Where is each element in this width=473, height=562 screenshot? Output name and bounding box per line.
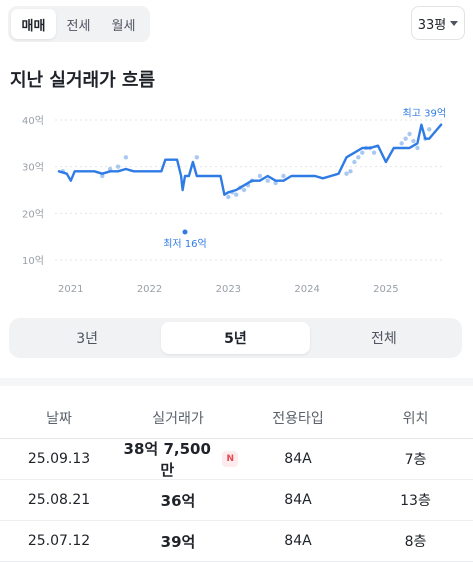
trade-point [241, 187, 247, 193]
tab-jeonse[interactable]: 전세 [66, 18, 91, 34]
row-type: 84A [284, 533, 312, 549]
header-price: 실거래가 [152, 411, 204, 427]
tab-range-3y[interactable]: 3년 [76, 331, 99, 347]
max-annotation: 최고 39억 [403, 108, 447, 120]
row-price-cell: 36억 [118, 490, 238, 511]
row-type: 84A [284, 492, 312, 508]
trade-point [411, 138, 416, 144]
price-trend-svg: 40억 30억 20억 10억 2021 2022 2023 2024 2025 최저 16억 최고… [22, 108, 447, 295]
y-tick-label: 30억 [22, 162, 44, 174]
new-badge: N [222, 451, 238, 467]
trade-point [123, 155, 129, 160]
tab-range-all[interactable]: 전체 [370, 331, 397, 347]
trade-point [265, 178, 270, 183]
top-bar: 매매 전세 월세 33평 [0, 0, 473, 50]
min-point [182, 229, 188, 235]
trade-point [281, 173, 286, 179]
transactions-table: 날짜 실거래가 전용타입 위치 25.09.13 38억 7,500만 N 84… [0, 398, 473, 562]
table-header: 날짜 실거래가 전용타입 위치 [0, 398, 473, 439]
deal-type-tabs: 매매 전세 월세 [8, 6, 150, 42]
x-tick-label: 2024 [294, 284, 319, 295]
header-floor: 위치 [402, 411, 429, 427]
trade-point [399, 141, 404, 146]
price-line [57, 123, 443, 196]
row-date: 25.07.12 [27, 533, 91, 549]
trade-point [352, 159, 357, 165]
row-price: 38억 7,500만 [123, 440, 211, 479]
table-row[interactable]: 25.08.21 36억 84A 13층 [0, 480, 473, 521]
row-price-cell: 39억 [118, 531, 238, 552]
row-floor: 7층 [404, 452, 427, 468]
tab-range-5y[interactable]: 5년 [161, 322, 310, 354]
trade-point [100, 173, 105, 179]
chevron-down-icon [450, 20, 459, 26]
trade-point [234, 192, 239, 197]
row-price-cell: 38억 7,500만 N [118, 438, 238, 480]
size-select[interactable]: 33평 [411, 6, 465, 40]
trade-point [427, 127, 432, 132]
header-type: 전용타입 [272, 411, 324, 427]
tab-sale[interactable]: 매매 [11, 9, 56, 39]
row-floor: 13층 [400, 493, 431, 509]
trade-point [273, 180, 278, 186]
min-annotation: 최저 16억 [163, 238, 207, 250]
range-tabs: 3년 5년 전체 [9, 318, 462, 358]
x-tick-label: 2023 [216, 284, 241, 295]
header-date: 날짜 [46, 411, 72, 427]
row-date: 25.08.21 [27, 492, 91, 508]
table-row[interactable]: 25.09.13 38억 7,500만 N 84A 7층 [0, 439, 473, 480]
trade-point [226, 194, 231, 200]
tab-monthly-rent[interactable]: 월세 [111, 18, 136, 34]
trade-point [257, 173, 263, 179]
row-price: 36억 [160, 491, 196, 510]
y-tick-label: 20억 [22, 208, 44, 220]
trade-point [194, 155, 200, 160]
size-select-value: 33평 [417, 17, 447, 33]
trade-point [360, 150, 365, 155]
section-divider [0, 378, 473, 386]
x-tick-label: 2021 [58, 284, 83, 295]
trade-point [407, 131, 412, 137]
row-floor: 8층 [404, 534, 427, 550]
trade-point [403, 136, 408, 141]
trade-point [344, 171, 349, 176]
table-row[interactable]: 25.07.12 39억 84A 8층 [0, 521, 473, 562]
trade-point [356, 155, 361, 160]
x-tick-label: 2025 [373, 284, 398, 295]
row-price: 39억 [160, 532, 196, 551]
trade-point [348, 169, 353, 174]
price-trend-chart: 40억 30억 20억 10억 2021 2022 2023 2024 2025 최저 16억 최고… [0, 100, 473, 300]
y-tick-label: 10억 [22, 255, 44, 267]
trade-point [415, 145, 420, 151]
trade-point [115, 164, 121, 169]
row-date: 25.09.13 [27, 451, 91, 467]
y-tick-label: 40억 [22, 115, 44, 127]
x-tick-label: 2022 [137, 284, 162, 295]
row-type: 84A [284, 451, 312, 467]
section-title: 지난 실거래가 흐름 [10, 70, 156, 91]
trade-point [371, 150, 377, 155]
